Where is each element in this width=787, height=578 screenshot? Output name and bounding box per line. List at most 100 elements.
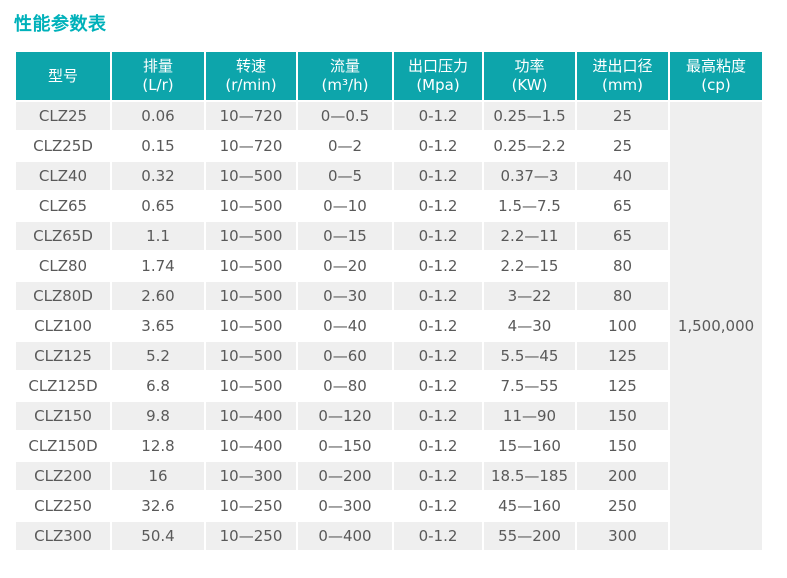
cell-diameter: 80: [577, 282, 668, 310]
column-label: 功率: [514, 57, 545, 75]
cell-diameter: 150: [577, 402, 668, 430]
cell-flow: 0—30: [298, 282, 392, 310]
cell-displacement: 0.15: [112, 132, 204, 160]
cell-flow: 0—400: [298, 522, 392, 550]
column-header-speed: 转速 (r/min): [206, 52, 296, 100]
cell-pressure: 0-1.2: [394, 282, 482, 310]
cell-power: 0.25—1.5: [484, 102, 575, 130]
cell-flow: 0—0.5: [298, 102, 392, 130]
performance-table: 型号 排量 (L/r) 转速 (r/min) 流量 (m³/h) 出口压力 (Mpa) 功率 (KW…: [14, 50, 764, 552]
cell-displacement: 16: [112, 462, 204, 490]
column-header-displacement: 排量 (L/r): [112, 52, 204, 100]
cell-max-viscosity: 1,500,000: [670, 102, 762, 550]
cell-pressure: 0-1.2: [394, 102, 482, 130]
column-unit: (L/r): [142, 76, 174, 94]
table-row: CLZ80 1.74 10—500 0—20 0-1.2 2.2—15 80: [16, 252, 762, 280]
column-header-pressure: 出口压力 (Mpa): [394, 52, 482, 100]
cell-diameter: 125: [577, 342, 668, 370]
cell-diameter: 150: [577, 432, 668, 460]
cell-power: 15—160: [484, 432, 575, 460]
cell-flow: 0—300: [298, 492, 392, 520]
cell-pressure: 0-1.2: [394, 402, 482, 430]
cell-diameter: 100: [577, 312, 668, 340]
table-header: 型号 排量 (L/r) 转速 (r/min) 流量 (m³/h) 出口压力 (Mpa) 功率 (KW…: [16, 52, 762, 100]
cell-pressure: 0-1.2: [394, 222, 482, 250]
column-unit: (r/min): [225, 76, 277, 94]
cell-speed: 10—500: [206, 342, 296, 370]
cell-displacement: 12.8: [112, 432, 204, 460]
cell-displacement: 1.1: [112, 222, 204, 250]
column-header-model: 型号: [16, 52, 110, 100]
cell-diameter: 40: [577, 162, 668, 190]
cell-pressure: 0-1.2: [394, 132, 482, 160]
cell-power: 5.5—45: [484, 342, 575, 370]
cell-speed: 10—500: [206, 192, 296, 220]
table-row: CLZ65 0.65 10—500 0—10 0-1.2 1.5—7.5 65: [16, 192, 762, 220]
cell-flow: 0—60: [298, 342, 392, 370]
cell-power: 0.37—3: [484, 162, 575, 190]
cell-pressure: 0-1.2: [394, 342, 482, 370]
cell-pressure: 0-1.2: [394, 252, 482, 280]
cell-displacement: 2.60: [112, 282, 204, 310]
cell-displacement: 1.74: [112, 252, 204, 280]
table-row: CLZ150D 12.8 10—400 0—150 0-1.2 15—160 150: [16, 432, 762, 460]
cell-model: CLZ65: [16, 192, 110, 220]
cell-pressure: 0-1.2: [394, 462, 482, 490]
cell-model: CLZ65D: [16, 222, 110, 250]
column-label: 流量: [329, 57, 360, 75]
cell-displacement: 0.32: [112, 162, 204, 190]
cell-speed: 10—500: [206, 162, 296, 190]
column-unit: (m³/h): [321, 76, 369, 94]
cell-speed: 10—720: [206, 102, 296, 130]
column-header-viscosity: 最高粘度 (cp): [670, 52, 762, 100]
cell-displacement: 3.65: [112, 312, 204, 340]
cell-diameter: 300: [577, 522, 668, 550]
cell-model: CLZ80D: [16, 282, 110, 310]
cell-power: 7.5—55: [484, 372, 575, 400]
cell-model: CLZ300: [16, 522, 110, 550]
table-row: CLZ300 50.4 10—250 0—400 0-1.2 55—200 300: [16, 522, 762, 550]
cell-displacement: 50.4: [112, 522, 204, 550]
column-label: 型号: [47, 66, 78, 85]
cell-displacement: 0.06: [112, 102, 204, 130]
cell-diameter: 25: [577, 102, 668, 130]
cell-flow: 0—5: [298, 162, 392, 190]
column-label: 排量: [142, 57, 173, 75]
cell-displacement: 0.65: [112, 192, 204, 220]
cell-diameter: 200: [577, 462, 668, 490]
column-header-flow: 流量 (m³/h): [298, 52, 392, 100]
cell-flow: 0—80: [298, 372, 392, 400]
cell-pressure: 0-1.2: [394, 192, 482, 220]
column-unit: (mm): [602, 76, 643, 94]
cell-pressure: 0-1.2: [394, 522, 482, 550]
cell-model: CLZ150D: [16, 432, 110, 460]
column-header-power: 功率 (KW): [484, 52, 575, 100]
cell-flow: 0—20: [298, 252, 392, 280]
table-row: CLZ125D 6.8 10—500 0—80 0-1.2 7.5—55 125: [16, 372, 762, 400]
cell-pressure: 0-1.2: [394, 312, 482, 340]
cell-speed: 10—400: [206, 432, 296, 460]
cell-flow: 0—120: [298, 402, 392, 430]
cell-displacement: 9.8: [112, 402, 204, 430]
cell-power: 2.2—11: [484, 222, 575, 250]
cell-pressure: 0-1.2: [394, 492, 482, 520]
cell-model: CLZ25: [16, 102, 110, 130]
cell-flow: 0—40: [298, 312, 392, 340]
cell-speed: 10—250: [206, 522, 296, 550]
cell-flow: 0—200: [298, 462, 392, 490]
table-row: CLZ200 16 10—300 0—200 0-1.2 18.5—185 200: [16, 462, 762, 490]
cell-power: 0.25—2.2: [484, 132, 575, 160]
cell-power: 45—160: [484, 492, 575, 520]
table-row: CLZ125 5.2 10—500 0—60 0-1.2 5.5—45 125: [16, 342, 762, 370]
cell-model: CLZ150: [16, 402, 110, 430]
cell-speed: 10—300: [206, 462, 296, 490]
cell-flow: 0—150: [298, 432, 392, 460]
table-row: CLZ25 0.06 10—720 0—0.5 0-1.2 0.25—1.5 25 1,500…: [16, 102, 762, 550]
cell-model: CLZ250: [16, 492, 110, 520]
column-unit: (KW): [511, 76, 548, 94]
cell-displacement: 5.2: [112, 342, 204, 370]
cell-speed: 10—500: [206, 282, 296, 310]
cell-model: CLZ125: [16, 342, 110, 370]
cell-flow: 0—2: [298, 132, 392, 160]
